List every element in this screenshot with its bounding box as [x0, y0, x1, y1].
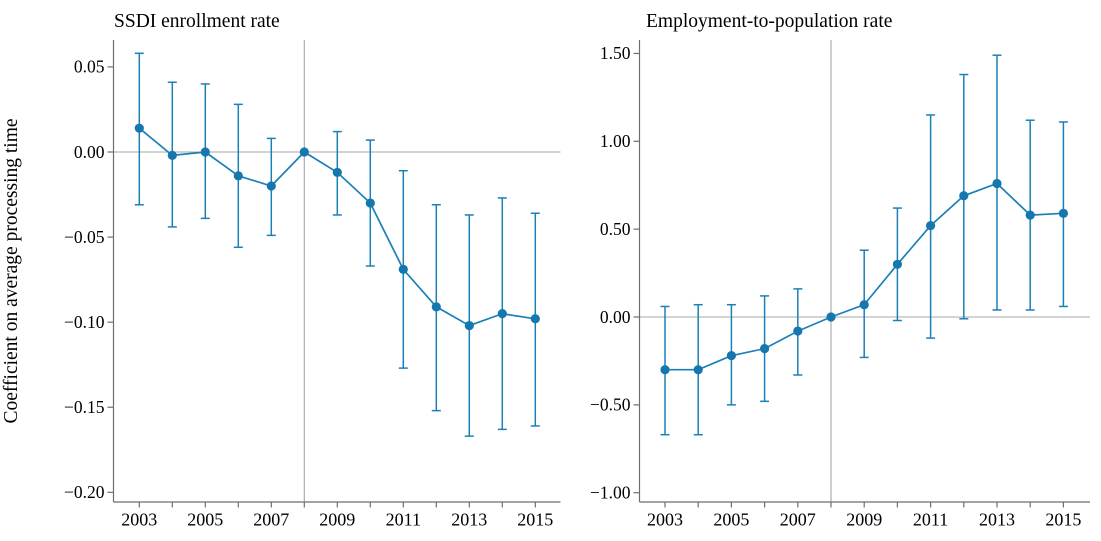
y-tick-label: 1.50: [600, 43, 631, 63]
x-tick-label: 2003: [647, 510, 683, 530]
data-point-2014: [1025, 210, 1035, 220]
data-point-2003: [134, 123, 144, 133]
data-point-2012: [959, 191, 969, 201]
left-panel-title: SSDI enrollment rate: [114, 11, 280, 32]
y-tick-label: −0.15: [64, 397, 105, 417]
x-tick-label: 2013: [979, 510, 1015, 530]
x-tick-label: 2013: [451, 510, 487, 530]
x-tick-label: 2011: [386, 510, 421, 530]
x-tick-label: 2003: [121, 510, 157, 530]
data-point-2015: [530, 314, 540, 324]
panel-ssdi-enrollment: 0.05 0.00 −0.05 −0.10 −0.15 −0.20 2003 2005 2007…: [64, 40, 561, 530]
y-tick-label: 0.00: [600, 307, 631, 327]
data-point-2004: [167, 150, 177, 161]
x-tick-label: 2005: [713, 510, 749, 530]
x-tick-label: 2005: [187, 510, 223, 530]
x-tick-label: 2007: [780, 510, 816, 530]
data-point-2007: [793, 326, 803, 336]
x-tick-label: 2007: [253, 510, 289, 530]
data-point-2013: [992, 178, 1002, 189]
data-point-2014: [497, 309, 507, 319]
data-point-2004: [693, 365, 703, 375]
data-point-2007: [266, 181, 276, 191]
x-tick-label: 2011: [913, 510, 948, 530]
data-point-2006: [233, 171, 243, 181]
data-point-2010: [892, 259, 903, 269]
data-point-2006: [760, 344, 770, 354]
data-point-2012: [431, 302, 441, 312]
y-tick-label: 1.00: [600, 131, 631, 151]
y-tick-label: 0.00: [74, 142, 105, 162]
data-point-2008: [826, 312, 836, 322]
y-tick-label: −0.10: [64, 312, 105, 332]
y-tick-label: −0.20: [64, 482, 105, 502]
data-point-2011: [926, 221, 936, 231]
x-tick-label: 2015: [517, 510, 553, 530]
y-tick-label: −0.50: [590, 395, 631, 415]
data-point-2005: [200, 147, 210, 157]
y-axis-label: Coefficient on average processing time: [1, 118, 22, 423]
data-point-2013: [464, 320, 474, 331]
data-point-2008: [299, 147, 309, 157]
data-point-2010: [365, 198, 375, 208]
data-point-2009: [332, 167, 342, 178]
data-point-2003: [660, 365, 670, 375]
y-tick-label: −0.05: [64, 227, 105, 247]
data-point-2011: [398, 264, 408, 275]
x-tick-label: 2009: [319, 510, 355, 530]
y-tick-label: −1.00: [590, 482, 631, 502]
y-tick-label: 0.05: [74, 57, 105, 77]
x-tick-label: 2015: [1045, 510, 1081, 530]
panel-employment-to-population: 1.50 1.00 0.50 0.00 −0.50 −1.00 2003 2005 2007 20…: [590, 40, 1090, 530]
y-tick-label: 0.50: [600, 219, 631, 239]
data-point-2005: [726, 351, 737, 361]
right-panel-title: Employment-to-population rate: [646, 11, 892, 32]
data-point-2015: [1058, 208, 1068, 218]
data-point-2009: [859, 300, 869, 310]
x-tick-label: 2009: [846, 510, 882, 530]
